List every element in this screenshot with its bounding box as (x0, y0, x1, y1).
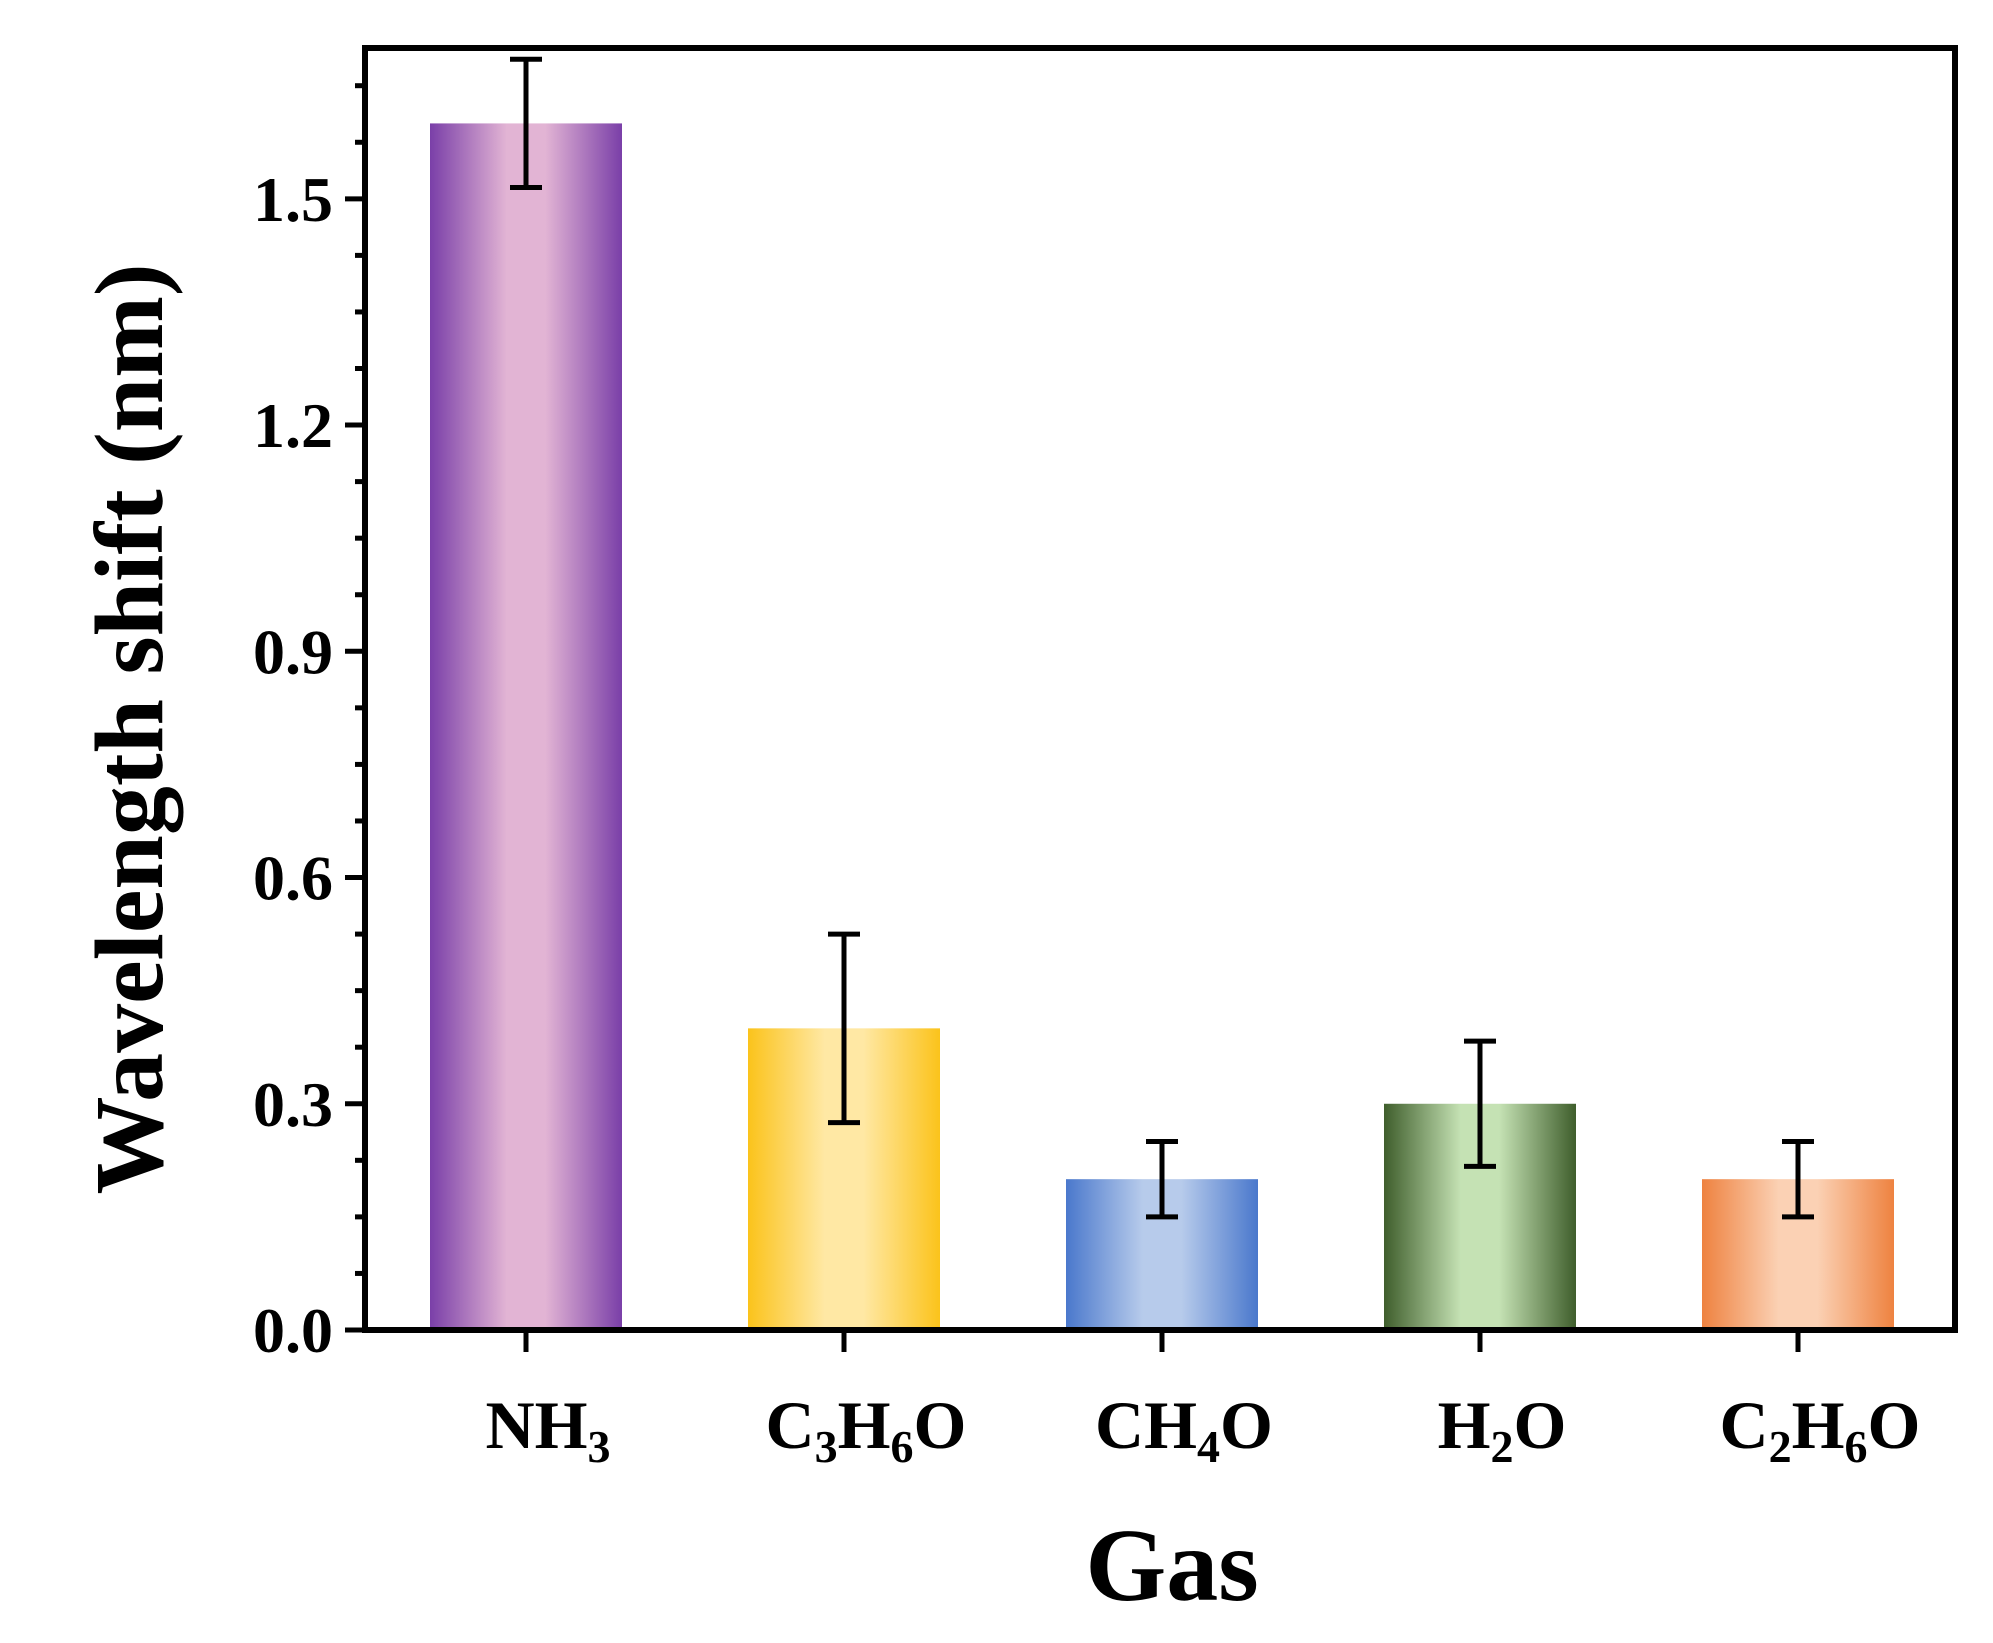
labels-layer: 0.0 0.3 0.6 0.9 1.2 1.5 NH3 C3H6O CH4O H2O C2H6O (253, 164, 1920, 1472)
error-bar-NH3 (510, 56, 542, 191)
bar-NH3 (430, 123, 622, 1331)
x-tick-label-C2H6O: C2H6O (1720, 1387, 1921, 1472)
y-tick-label: 1.2 (253, 390, 333, 461)
error-bars-layer (510, 56, 1814, 1220)
error-bar-H2O (1464, 1038, 1496, 1169)
axes-layer (345, 45, 1958, 1352)
error-bar-C3H6O (828, 931, 860, 1126)
y-tick-label: 0.0 (253, 1295, 333, 1366)
x-tick-label-CH4O: CH4O (1095, 1387, 1273, 1472)
error-bar-CH4O (1146, 1138, 1178, 1220)
x-tick-label-NH3: NH3 (486, 1387, 611, 1472)
y-tick-label: 0.6 (253, 843, 333, 914)
x-axis-title: Gas (1085, 1508, 1258, 1623)
y-tick-label: 0.3 (253, 1069, 333, 1140)
y-axis-title: Wavelength shift (nm) (76, 264, 184, 1195)
x-tick-label-H2O: H2O (1438, 1387, 1567, 1472)
y-tick-label: 1.5 (253, 164, 333, 235)
y-tick-label: 0.9 (253, 616, 333, 687)
x-tick-label-C3H6O: C3H6O (766, 1387, 967, 1472)
error-bar-C2H6O (1782, 1138, 1814, 1220)
